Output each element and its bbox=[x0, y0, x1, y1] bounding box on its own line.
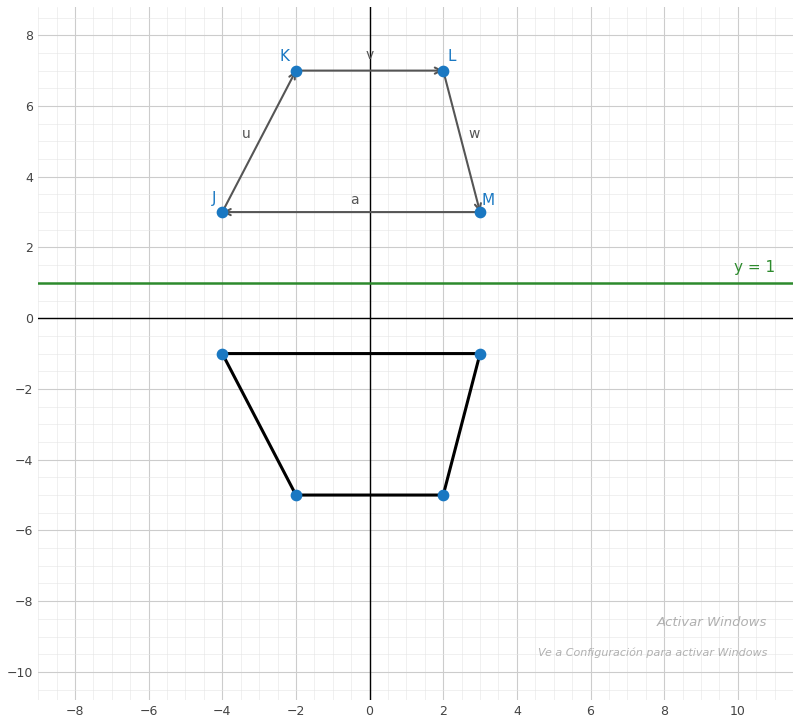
Point bbox=[474, 207, 486, 218]
Text: w: w bbox=[469, 128, 480, 141]
Text: a: a bbox=[350, 193, 359, 207]
Point bbox=[290, 489, 302, 501]
Point bbox=[437, 489, 450, 501]
Text: K: K bbox=[279, 49, 289, 64]
Text: Ve a Configuración para activar Windows: Ve a Configuración para activar Windows bbox=[538, 647, 767, 658]
Text: L: L bbox=[447, 49, 455, 64]
Text: v: v bbox=[366, 48, 374, 62]
Point bbox=[290, 65, 302, 76]
Text: M: M bbox=[482, 193, 494, 208]
Point bbox=[474, 348, 486, 360]
Text: Activar Windows: Activar Windows bbox=[657, 616, 767, 629]
Text: y = 1: y = 1 bbox=[734, 260, 774, 275]
Text: u: u bbox=[242, 128, 250, 141]
Point bbox=[216, 348, 229, 360]
Point bbox=[216, 207, 229, 218]
Text: J: J bbox=[212, 191, 217, 206]
Point bbox=[437, 65, 450, 76]
